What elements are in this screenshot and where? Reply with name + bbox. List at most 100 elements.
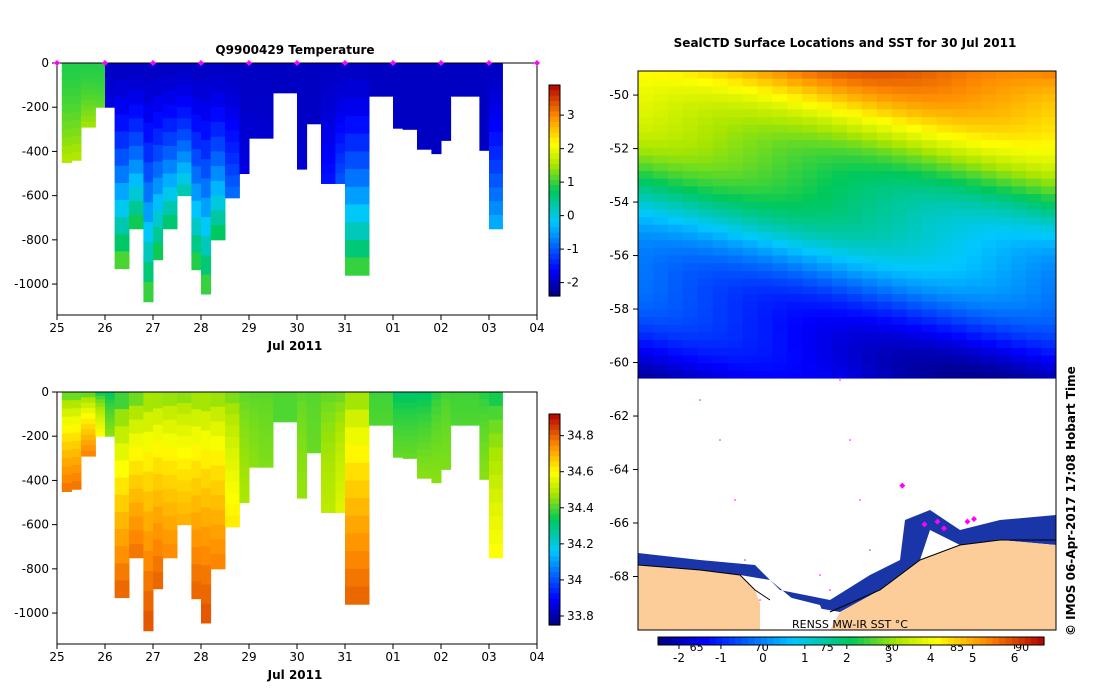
temperature-cell xyxy=(210,107,226,123)
temperature-cell xyxy=(61,154,72,163)
sst-colorbar-swatch xyxy=(1037,637,1045,645)
salinity-colorbar-swatch xyxy=(549,593,560,600)
profile-marker xyxy=(390,60,396,66)
sst-cell xyxy=(921,370,938,380)
sst-cell xyxy=(802,224,818,234)
sst-cell xyxy=(1011,94,1027,103)
sst-cell xyxy=(817,355,833,364)
salinity-cell xyxy=(383,408,394,412)
sst-colorbar-swatch xyxy=(1005,637,1013,645)
sst-cell xyxy=(951,147,968,157)
salinity-cell xyxy=(105,399,116,404)
temperature-cell xyxy=(441,127,452,135)
temperature-cell xyxy=(177,140,192,152)
temperature-profile-column xyxy=(383,63,394,97)
temperature-cell xyxy=(249,131,260,139)
salinity-profile-column xyxy=(450,392,466,426)
sst-cell xyxy=(847,224,863,234)
salinity-cell xyxy=(479,392,490,400)
salinity-colorbar-swatch xyxy=(549,519,560,526)
sst-colorbar-swatch xyxy=(992,637,1000,645)
temperature-cell xyxy=(489,201,503,216)
sst-cell xyxy=(996,86,1012,95)
sst-cell xyxy=(921,132,938,141)
salinity-cell xyxy=(335,392,346,403)
sst-cell xyxy=(951,178,968,187)
sst-cell xyxy=(667,217,684,226)
temperature-profile-column xyxy=(441,63,452,141)
salinity-cell xyxy=(335,462,346,473)
sst-cell xyxy=(906,117,923,126)
sst-cell xyxy=(996,240,1012,249)
salinity-cell xyxy=(201,449,212,470)
sst-cell xyxy=(1041,117,1056,126)
temperature-cell xyxy=(225,85,240,98)
temperature-colorbar-swatch xyxy=(549,285,560,292)
sst-cell xyxy=(847,78,863,87)
sst-cell xyxy=(891,132,908,141)
sst-cell xyxy=(921,186,938,195)
sst-cell xyxy=(1026,140,1042,149)
temperature-cell xyxy=(402,118,418,125)
sst-cell xyxy=(832,347,848,357)
sst-cell xyxy=(906,232,923,241)
sst-cell xyxy=(652,101,669,111)
sst-cell xyxy=(981,255,997,264)
salinity-cell xyxy=(258,398,274,406)
temperature-cell xyxy=(201,197,212,218)
sst-cell xyxy=(996,117,1012,126)
sst-cell xyxy=(817,194,833,203)
sst-cell xyxy=(1011,317,1027,326)
temperature-colorbar-frame xyxy=(548,84,561,297)
sst-cell xyxy=(652,117,669,126)
salinity-cell xyxy=(71,481,82,490)
sst-cell xyxy=(757,286,773,295)
sst-cell xyxy=(891,317,908,326)
temperature-cell xyxy=(239,81,250,92)
sst-cell xyxy=(1041,370,1056,380)
sst-cell xyxy=(936,94,953,103)
salinity-cell xyxy=(71,448,82,458)
profile-marker xyxy=(486,60,492,66)
sst-cell xyxy=(772,124,788,134)
salinity-cell xyxy=(287,401,298,405)
sst-cell xyxy=(1011,140,1027,149)
temperature-colorbar-swatch xyxy=(549,216,560,223)
salinity-cell xyxy=(417,420,432,429)
sst-cell xyxy=(832,247,848,257)
sst-cell xyxy=(861,286,878,295)
temperature-cell xyxy=(71,111,82,121)
sst-cell xyxy=(832,255,848,264)
sst-cell xyxy=(1026,247,1042,257)
temperature-cell xyxy=(273,85,288,89)
sst-cell xyxy=(981,263,997,272)
sst-cell xyxy=(832,324,848,334)
sst-cell xyxy=(682,340,699,349)
salinity-cell xyxy=(417,399,432,407)
salinity-colorbar-swatch xyxy=(549,535,560,542)
salinity-cell xyxy=(450,414,466,418)
sst-cell xyxy=(996,347,1012,357)
sst-cell xyxy=(966,132,982,141)
sst-cell xyxy=(981,155,997,164)
sst-cell xyxy=(697,224,714,234)
ice-shelf xyxy=(760,595,830,630)
sst-cell xyxy=(697,278,714,287)
salinity-cell xyxy=(201,546,212,566)
sst-cell xyxy=(682,232,699,241)
temperature-cell xyxy=(431,93,442,102)
sst-cell xyxy=(652,132,669,141)
sst-cell xyxy=(727,232,744,241)
salinity-cell xyxy=(441,437,452,445)
salinity-cell xyxy=(345,427,356,446)
sst-cell xyxy=(652,370,669,380)
sst-cell xyxy=(861,71,878,80)
sst-cell xyxy=(682,309,699,318)
temperature-cell xyxy=(431,130,442,140)
temperature-cell xyxy=(273,80,288,84)
temperature-cell xyxy=(114,114,130,133)
temperature-cell xyxy=(177,74,192,86)
sst-cell xyxy=(772,363,788,372)
sst-cell xyxy=(667,309,684,318)
